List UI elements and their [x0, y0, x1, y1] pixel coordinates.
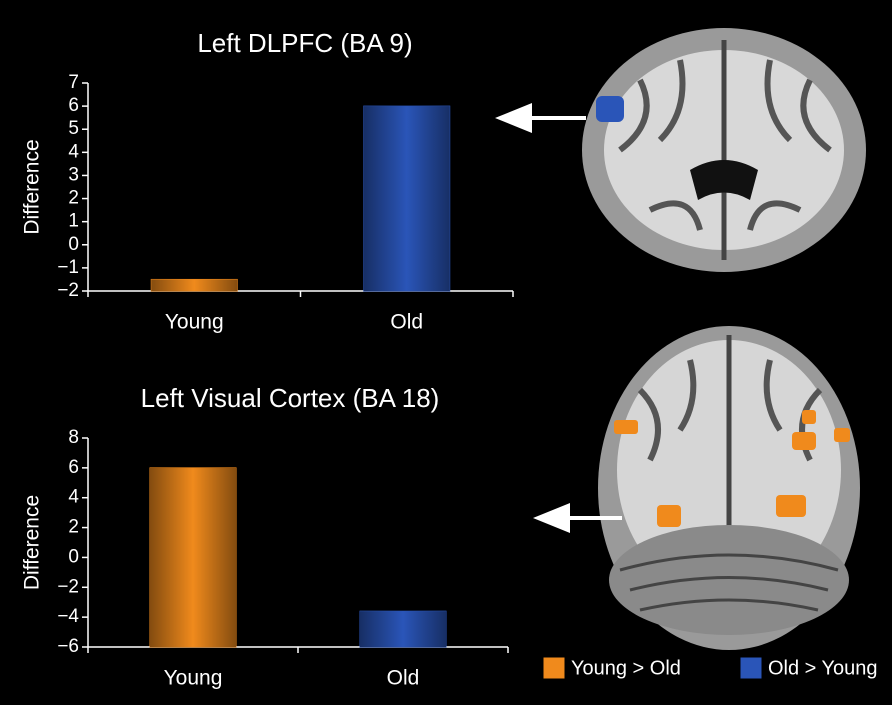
brain-image-bottom	[598, 326, 860, 650]
brain-image-top	[582, 28, 866, 272]
y-tick-label: 3	[68, 164, 79, 185]
y-tick-label: −4	[57, 606, 79, 627]
legend-swatch	[740, 657, 762, 679]
x-tick-label: Old	[390, 311, 423, 334]
y-tick-label: 6	[68, 95, 79, 116]
legend-label: Young > Old	[571, 657, 681, 679]
y-tick-label: 4	[68, 487, 79, 508]
y-tick-label: 2	[68, 188, 79, 209]
x-tick-label: Young	[165, 311, 224, 334]
figure: Left DLPFC (BA 9)Difference−2−101234567Y…	[0, 0, 892, 705]
chart-title: Left DLPFC (BA 9)	[197, 28, 412, 58]
bar-shade	[360, 611, 446, 647]
legend-label: Old > Young	[768, 657, 878, 679]
y-tick-label: 2	[68, 517, 79, 538]
bar-shade	[151, 279, 237, 291]
bar-shade	[364, 106, 450, 291]
y-tick-label: 0	[68, 234, 79, 255]
y-tick-label: −2	[57, 280, 79, 301]
y-tick-label: 0	[68, 546, 79, 567]
x-tick-label: Young	[164, 667, 223, 690]
y-axis-label: Difference	[21, 495, 44, 590]
bar-shade	[150, 468, 236, 647]
legend-swatch	[543, 657, 565, 679]
y-tick-label: 1	[68, 211, 79, 232]
y-tick-label: 6	[68, 457, 79, 478]
y-tick-label: 5	[68, 118, 79, 139]
y-axis-label: Difference	[21, 139, 44, 234]
chart-title: Left Visual Cortex (BA 18)	[141, 383, 440, 413]
y-tick-label: 7	[68, 72, 79, 93]
y-tick-label: 4	[68, 141, 79, 162]
y-tick-label: 8	[68, 427, 79, 448]
y-tick-label: −1	[57, 257, 79, 278]
x-tick-label: Old	[387, 667, 420, 690]
y-tick-label: −6	[57, 636, 79, 657]
y-tick-label: −2	[57, 576, 79, 597]
